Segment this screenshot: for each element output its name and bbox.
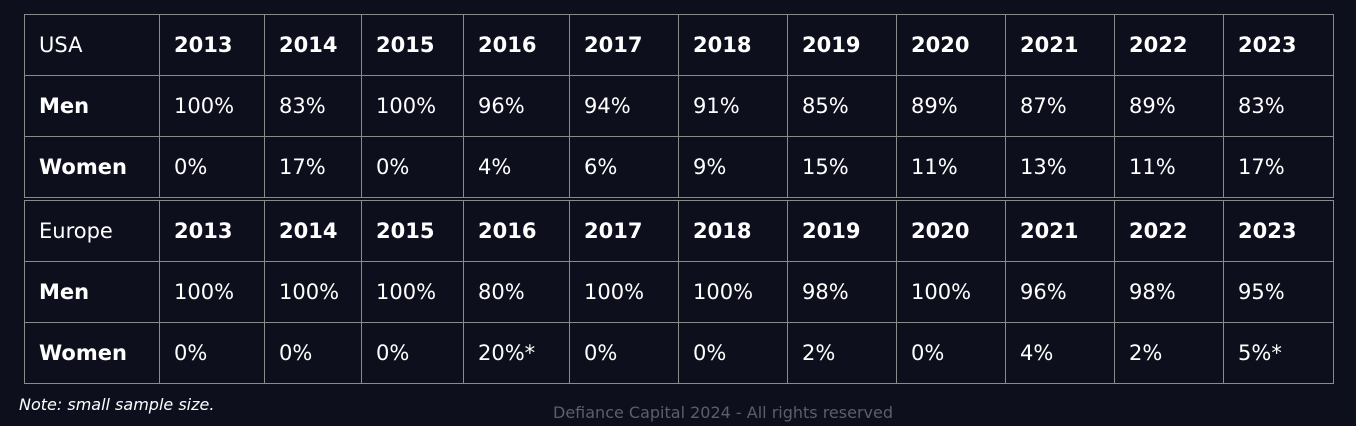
percentage-cell: 0% [896, 322, 1006, 384]
percentage-cell: 91% [678, 75, 788, 137]
table-body: USA 2013 2014 2015 2016 2017 2018 2019 2020 2021 2… [24, 14, 1334, 384]
usa-women-row: Women 0% 17% 0% 4% 6% 9% 15% 11% 13% 11% 17% [24, 136, 1334, 200]
europe-header-row: Europe 2013 2014 2015 2016 2017 2018 2019 2020 20… [24, 197, 1334, 262]
percentage-cell: 80% [463, 261, 570, 323]
year-header: 2013 [159, 14, 265, 76]
percentage-cell: 2% [787, 322, 897, 384]
percentage-cell: 0% [361, 322, 464, 384]
percentage-cell: 85% [787, 75, 897, 137]
percentage-cell: 5%* [1223, 322, 1334, 384]
year-header: 2017 [569, 14, 679, 76]
percentage-cell: 4% [463, 136, 570, 200]
percentage-cell: 100% [678, 261, 788, 323]
year-header: 2018 [678, 197, 788, 262]
gender-split-table: USA 2013 2014 2015 2016 2017 2018 2019 2020 2021 2… [24, 14, 1334, 384]
europe-men-row: Men 100% 100% 100% 80% 100% 100% 98% 100% 96% 98% 9… [24, 261, 1334, 323]
percentage-cell: 83% [264, 75, 362, 137]
percentage-cell: 87% [1005, 75, 1115, 137]
usa-header-row: USA 2013 2014 2015 2016 2017 2018 2019 2020 2021 2… [24, 14, 1334, 76]
percentage-cell: 100% [569, 261, 679, 323]
percentage-cell: 0% [159, 322, 265, 384]
percentage-cell: 100% [361, 75, 464, 137]
year-header: 2020 [896, 14, 1006, 76]
row-label: Men [24, 75, 160, 137]
year-header: 2013 [159, 197, 265, 262]
region-label: Europe [24, 197, 160, 262]
percentage-cell: 89% [1114, 75, 1224, 137]
year-header: 2022 [1114, 14, 1224, 76]
year-header: 2015 [361, 14, 464, 76]
year-header: 2023 [1223, 197, 1334, 262]
percentage-cell: 100% [264, 261, 362, 323]
percentage-cell: 100% [896, 261, 1006, 323]
percentage-cell: 15% [787, 136, 897, 200]
year-header: 2017 [569, 197, 679, 262]
year-header: 2022 [1114, 197, 1224, 262]
percentage-cell: 20%* [463, 322, 570, 384]
row-label: Women [24, 136, 160, 200]
percentage-cell: 94% [569, 75, 679, 137]
year-header: 2019 [787, 14, 897, 76]
row-label: Women [24, 322, 160, 384]
percentage-cell: 89% [896, 75, 1006, 137]
year-header: 2014 [264, 14, 362, 76]
percentage-cell: 100% [361, 261, 464, 323]
percentage-cell: 2% [1114, 322, 1224, 384]
percentage-cell: 17% [264, 136, 362, 200]
percentage-cell: 100% [159, 261, 265, 323]
year-header: 2020 [896, 197, 1006, 262]
percentage-cell: 98% [1114, 261, 1224, 323]
year-header: 2021 [1005, 14, 1115, 76]
percentage-cell: 95% [1223, 261, 1334, 323]
europe-women-row: Women 0% 0% 0% 20%* 0% 0% 2% 0% 4% 2% 5%* [24, 322, 1334, 384]
percentage-cell: 96% [1005, 261, 1115, 323]
percentage-cell: 0% [264, 322, 362, 384]
percentage-cell: 11% [896, 136, 1006, 200]
percentage-cell: 0% [678, 322, 788, 384]
percentage-cell: 9% [678, 136, 788, 200]
percentage-cell: 83% [1223, 75, 1334, 137]
percentage-cell: 4% [1005, 322, 1115, 384]
percentage-cell: 13% [1005, 136, 1115, 200]
footnote: Note: small sample size. [19, 395, 215, 414]
usa-men-row: Men 100% 83% 100% 96% 94% 91% 85% 89% 87% 89% 83% [24, 75, 1334, 137]
year-header: 2016 [463, 197, 570, 262]
percentage-cell: 0% [361, 136, 464, 200]
year-header: 2019 [787, 197, 897, 262]
year-header: 2023 [1223, 14, 1334, 76]
percentage-cell: 6% [569, 136, 679, 200]
percentage-cell: 98% [787, 261, 897, 323]
year-header: 2014 [264, 197, 362, 262]
percentage-cell: 17% [1223, 136, 1334, 200]
year-header: 2021 [1005, 197, 1115, 262]
year-header: 2016 [463, 14, 570, 76]
copyright-footer: Defiance Capital 2024 - All rights reser… [553, 403, 893, 422]
region-label: USA [24, 14, 160, 76]
percentage-cell: 0% [159, 136, 265, 200]
percentage-cell: 96% [463, 75, 570, 137]
percentage-cell: 0% [569, 322, 679, 384]
row-label: Men [24, 261, 160, 323]
percentage-cell: 11% [1114, 136, 1224, 200]
year-header: 2018 [678, 14, 788, 76]
percentage-cell: 100% [159, 75, 265, 137]
year-header: 2015 [361, 197, 464, 262]
